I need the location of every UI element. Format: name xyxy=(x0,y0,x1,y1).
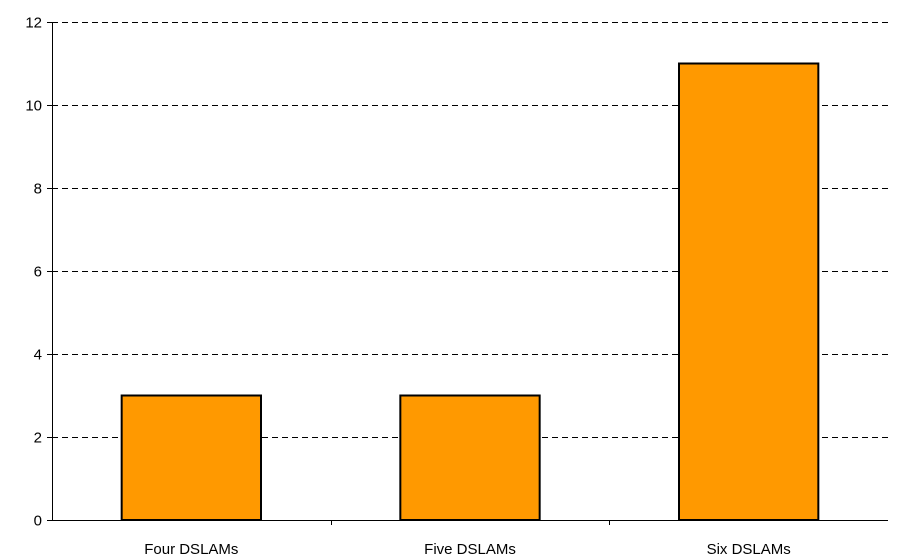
y-tick-label: 8 xyxy=(34,181,42,198)
y-tick-label: 12 xyxy=(25,15,42,32)
bars xyxy=(120,62,820,521)
y-tick-label: 2 xyxy=(34,430,42,447)
bar-0 xyxy=(120,394,262,521)
y-tick-label: 6 xyxy=(34,264,42,281)
bar-2 xyxy=(678,62,820,521)
x-category-label: Six DSLAMs xyxy=(707,541,791,555)
labels: 0 2 4 6 8 10 12 Four DSLAMs Five DSLAMs Six DSLAM… xyxy=(25,15,790,555)
y-tick-label: 0 xyxy=(34,513,42,530)
axes xyxy=(47,22,888,525)
bar-1 xyxy=(399,394,541,521)
x-category-label: Four DSLAMs xyxy=(144,541,238,555)
y-tick-label: 10 xyxy=(25,98,42,115)
x-category-label: Five DSLAMs xyxy=(424,541,516,555)
y-tick-label: 4 xyxy=(34,347,42,364)
